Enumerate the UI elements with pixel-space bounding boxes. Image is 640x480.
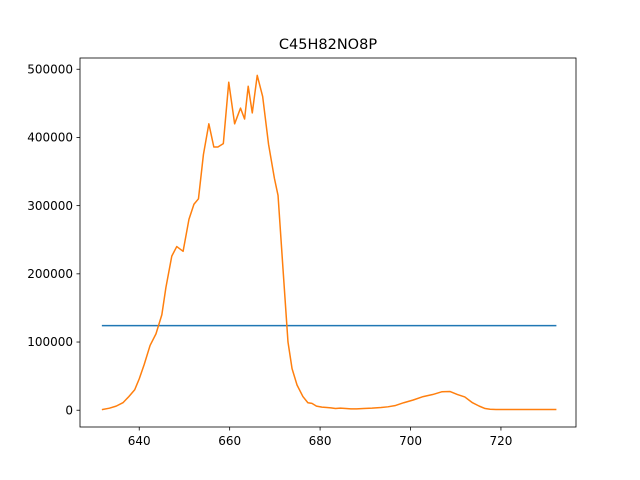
x-tick-label: 680 (309, 434, 332, 448)
x-tick-label: 660 (218, 434, 241, 448)
y-tick-label: 300000 (27, 199, 73, 213)
chart-title: C45H82NO8P (279, 37, 377, 53)
y-tick-label: 400000 (27, 131, 73, 145)
x-tick-label: 640 (128, 434, 151, 448)
y-tick-label: 0 (65, 403, 73, 417)
y-tick-label: 100000 (27, 335, 73, 349)
y-tick-label: 500000 (27, 62, 73, 76)
x-tick-label: 720 (489, 434, 512, 448)
x-tick-label: 700 (399, 434, 422, 448)
y-tick-label: 200000 (27, 267, 73, 281)
